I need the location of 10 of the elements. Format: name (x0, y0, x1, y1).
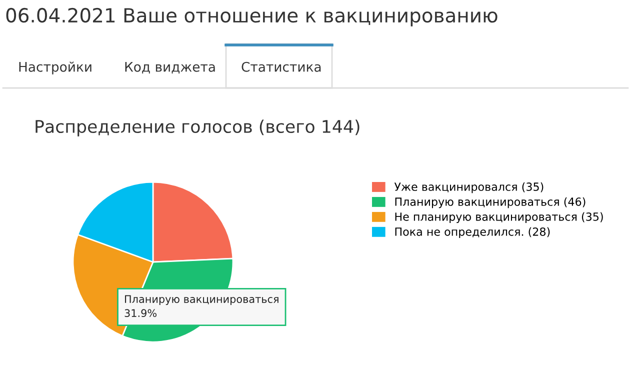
text: 06.04.2021 Ваше отношение к вакцинированию (6, 8, 498, 26)
text: Статистика (242, 62, 321, 72)
legend-label: Не планирую вакцинироваться (35) (395, 212, 603, 224)
legend-label: Планирую вакцинироваться (46) (395, 197, 586, 208)
chart-title: Распределение голосов (всего 144) (36, 120, 360, 136)
text: Код виджета (125, 62, 215, 74)
legend-label: Пока не определился. (28) (395, 227, 550, 238)
text: Настройки (19, 62, 92, 74)
text: Планирую вакцинироваться 31.9% (124, 295, 278, 318)
legend-label: Уже вакцинировался (35) (394, 182, 544, 194)
